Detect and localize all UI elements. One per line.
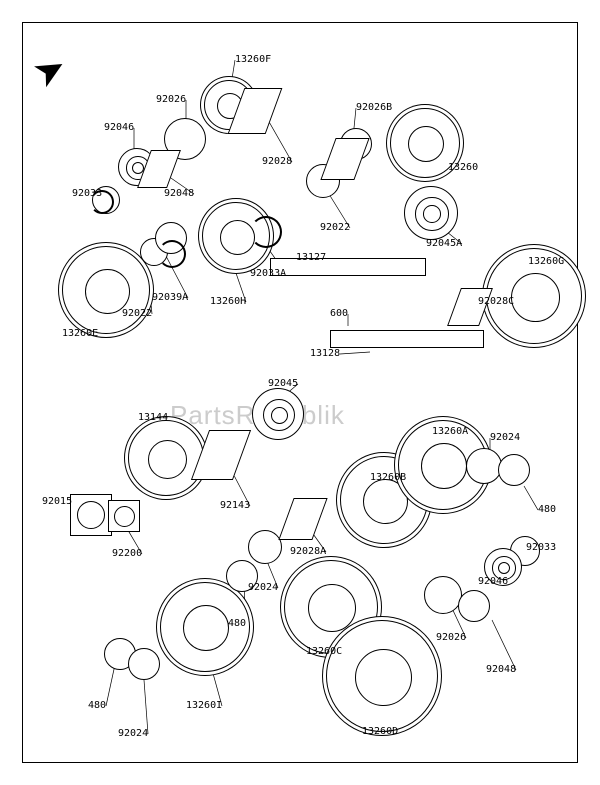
- part-label-13260G: 13260G: [528, 256, 564, 267]
- cring: [158, 240, 186, 268]
- part-label-13260: 13260: [448, 162, 478, 173]
- part-label-92024: 92024: [118, 728, 148, 739]
- part-label-13260I: 13260I: [186, 700, 222, 711]
- part-label-92015: 92015: [42, 496, 72, 507]
- part-label-92045: 92045: [268, 378, 298, 389]
- part-label-92048: 92048: [164, 188, 194, 199]
- part-label-92024: 92024: [248, 582, 278, 593]
- part-label-92026B: 92026B: [356, 102, 392, 113]
- part-label-92028: 92028: [262, 156, 292, 167]
- ring: [466, 448, 502, 484]
- part-label-92026: 92026: [156, 94, 186, 105]
- part-label-13260E: 13260E: [62, 328, 98, 339]
- part-label-92143: 92143: [220, 500, 250, 511]
- ring: [128, 648, 160, 680]
- shaft: [330, 330, 484, 348]
- ring: [458, 590, 490, 622]
- shaft: [270, 258, 426, 276]
- part-label-480: 480: [538, 504, 556, 515]
- part-label-13260H: 13260H: [210, 296, 246, 307]
- part-label-13127: 13127: [296, 252, 326, 263]
- part-label-92028A: 92028A: [290, 546, 326, 557]
- gear teeth: [326, 620, 438, 732]
- part-label-92022: 92022: [320, 222, 350, 233]
- part-label-480: 480: [88, 700, 106, 711]
- part-label-13260B: 13260B: [370, 472, 406, 483]
- nut: [108, 500, 140, 532]
- nut: [70, 494, 112, 536]
- bearing: [252, 388, 304, 440]
- part-label-92022: 92022: [122, 308, 152, 319]
- part-label-92046: 92046: [104, 122, 134, 133]
- part-label-92039A: 92039A: [152, 292, 188, 303]
- part-label-92046: 92046: [478, 576, 508, 587]
- part-label-13260A: 13260A: [432, 426, 468, 437]
- part-label-13144: 13144: [138, 412, 168, 423]
- part-label-13128: 13128: [310, 348, 340, 359]
- part-label-13260F: 13260F: [235, 54, 271, 65]
- part-label-600: 600: [330, 308, 348, 319]
- part-label-92028C: 92028C: [478, 296, 514, 307]
- part-label-92026: 92026: [436, 632, 466, 643]
- ring: [424, 576, 462, 614]
- part-label-92048: 92048: [486, 664, 516, 675]
- part-label-92033A: 92033A: [250, 268, 286, 279]
- gear teeth: [128, 420, 204, 496]
- part-label-13260D: 13260D: [362, 726, 398, 737]
- part-label-92033: 92033: [72, 188, 102, 199]
- part-label-92024: 92024: [490, 432, 520, 443]
- cring: [250, 216, 282, 248]
- bearing: [404, 186, 458, 240]
- part-label-480: 480: [228, 618, 246, 629]
- ring: [498, 454, 530, 486]
- part-label-92033: 92033: [526, 542, 556, 553]
- gear teeth: [62, 246, 150, 334]
- part-label-13260C: 13260C: [306, 646, 342, 657]
- part-label-92200: 92200: [112, 548, 142, 559]
- part-label-92045A: 92045A: [426, 238, 462, 249]
- ring: [248, 530, 282, 564]
